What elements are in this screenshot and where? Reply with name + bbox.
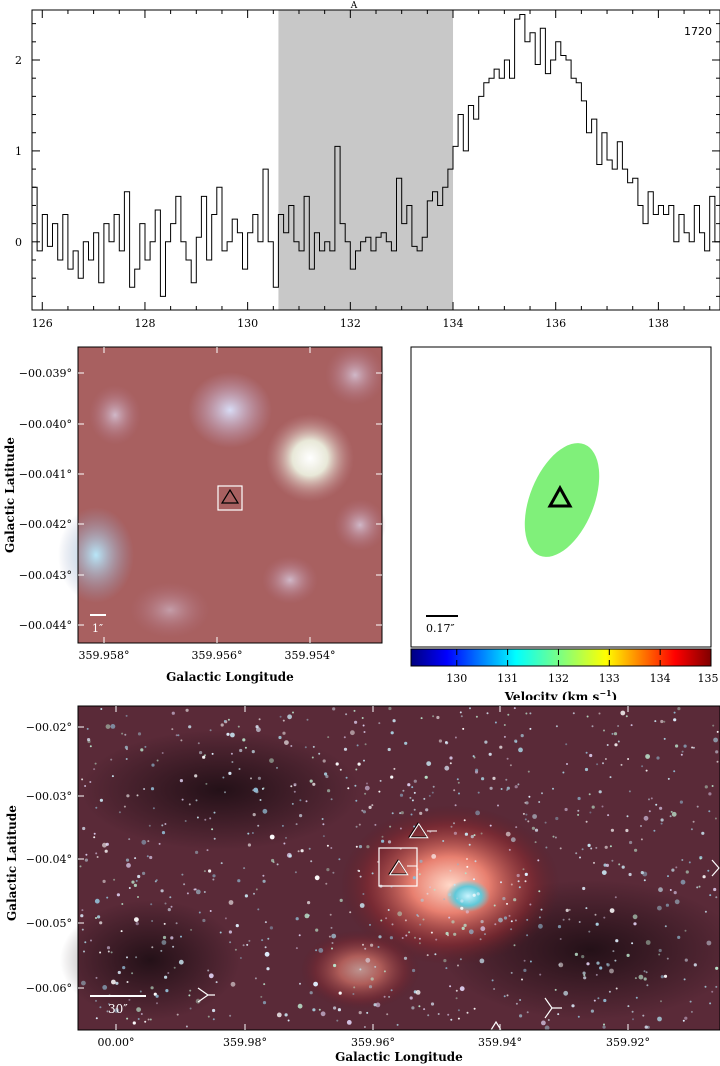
velocity-highlight-band [278, 10, 454, 310]
wide-xlabel: Galactic Longitude [335, 1050, 463, 1064]
zoom-xtick-label: 359.956° [192, 649, 243, 662]
zoom-ytick-label: −00.040° [19, 418, 72, 431]
spectrum-line [32, 14, 720, 297]
wide-xtick-label: 359.96° [351, 1036, 395, 1049]
spectrum-ytick-label: 0 [15, 236, 22, 249]
spectrum-chart: 126 128 130 132 134 136 138 0 1 2 A 1720 [15, 1, 720, 330]
colorbar-tick-label: 134 [650, 672, 671, 685]
zoom-ytick-label: −00.044° [19, 619, 72, 632]
colorbar-tick-label: 131 [497, 672, 518, 685]
zoom-region-box [378, 847, 418, 887]
spectrum-ytick-label: 1 [15, 145, 22, 158]
velocity-map-panel: 0.17″ 130 131 132 133 134 135 Velocity (km s−… [410, 346, 719, 700]
spectrum-xtick-label: 138 [648, 317, 669, 330]
wide-xtick-label: 359.94° [478, 1036, 522, 1049]
wide-field-panel: 30″ −00.02° −00.03° −00.04° −00.05° −00.06° 0… [26, 705, 720, 1049]
velocity-colorbar [410, 648, 712, 667]
spectrum-xtick-label: 132 [340, 317, 361, 330]
wide-ytick-label: −00.06° [26, 982, 72, 995]
wide-xtick-label: 359.92° [606, 1036, 650, 1049]
corner-label: 1720 [684, 25, 712, 38]
spectrum-xtick-label: 136 [545, 317, 566, 330]
colorbar-tick-label: 132 [548, 672, 569, 685]
wide-xtick-label: 00.00° [98, 1036, 135, 1049]
zoom-ytick-label: −00.039° [19, 367, 72, 380]
colorbar-tick-label: 133 [599, 672, 620, 685]
maser-triangle-marker [220, 488, 240, 504]
zoom-xlabel: Galactic Longitude [166, 670, 294, 684]
wide-ytick-label: −00.02° [26, 721, 72, 734]
colorbar-tick-label: 135 [698, 672, 719, 685]
spectrum-xtick-label: 134 [443, 317, 464, 330]
zoom-image-panel: 1″ −00.039° −00.040° −00.041° −00.042° −00.0… [19, 345, 386, 662]
spectrum-frame [31, 9, 720, 311]
colorbar-tick-label: 130 [446, 672, 467, 685]
zoom-scale-label: 1″ [92, 622, 103, 635]
zoom-box [217, 485, 243, 511]
wide-ytick-label: −00.05° [26, 917, 72, 930]
zoom-xtick-label: 359.954° [285, 649, 336, 662]
wide-ytick-label: −00.04° [26, 853, 72, 866]
maser-triangle-marker [547, 484, 573, 508]
spectrum-ytick-label: 2 [15, 54, 22, 67]
zoom-ytick-label: −00.042° [19, 518, 72, 531]
zoom-ytick-label: −00.043° [19, 569, 72, 582]
zoom-ytick-label: −00.041° [19, 468, 72, 481]
wide-scale-label: 30″ [108, 1002, 128, 1016]
peak-label: A [350, 1, 358, 11]
colorbar-label: Velocity (km s−1) [504, 688, 618, 700]
spectrum-xtick-label: 128 [134, 317, 155, 330]
wide-xtick-label: 359.98° [223, 1036, 267, 1049]
zoom-xtick-label: 359.958° [79, 649, 130, 662]
velocity-scale-label: 0.17″ [426, 622, 455, 635]
wide-ytick-label: −00.03° [26, 790, 72, 803]
velocity-ellipse [524, 443, 600, 557]
spectrum-xtick-label: 130 [237, 317, 258, 330]
spectrum-xtick-label: 126 [32, 317, 53, 330]
